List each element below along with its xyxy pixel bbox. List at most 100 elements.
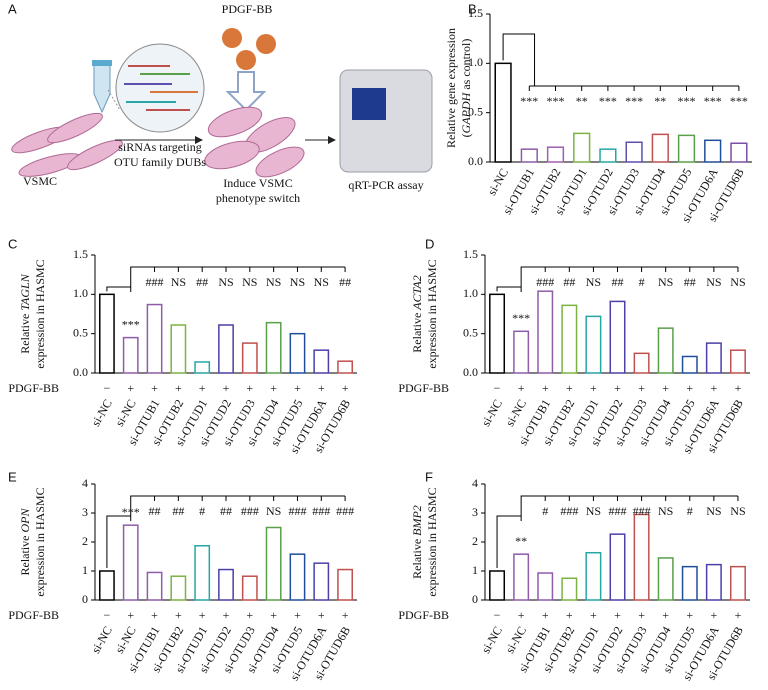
pdgf-particle (256, 34, 276, 54)
vsmc-cells (11, 112, 123, 177)
significance-label: *** (512, 311, 530, 325)
y-axis-label: expression in HASMC (33, 487, 47, 596)
treatment-sign: + (318, 381, 325, 395)
significance-label: ### (146, 275, 164, 289)
x-tick-label: si-NC (479, 397, 505, 429)
bar (537, 572, 554, 601)
significance-label: NS (171, 275, 186, 289)
significance-label: *** (122, 317, 140, 331)
treatment-sign: + (342, 608, 349, 622)
bar (494, 62, 512, 163)
cells-label: VSMC (23, 174, 57, 188)
y-axis-label-part: expression in HASMC (425, 259, 439, 368)
y-tick-label: 1 (82, 563, 88, 577)
stimulus-label: PDGF-BB (222, 2, 273, 16)
treatment-sign: + (686, 608, 693, 622)
y-axis-label-part: Relative (18, 311, 32, 354)
y-tick-label: 0 (472, 592, 478, 606)
panel-a: A PDGF-BB siRNA (8, 1, 433, 205)
switch-label: Induce VSMC (223, 176, 292, 190)
y-tick-label: 1.0 (468, 55, 483, 69)
treatment-sign: + (199, 608, 206, 622)
bar (146, 571, 163, 601)
switch-label: phenotype switch (216, 191, 300, 205)
y-axis-label-part: as control) (459, 39, 473, 93)
significance-label: # (687, 504, 693, 518)
y-axis-label: Relative gene expression (444, 28, 458, 148)
tube (93, 63, 111, 114)
bar (170, 575, 187, 601)
significance-label: NS (266, 504, 281, 518)
bar (561, 304, 578, 374)
treatment-sign: + (735, 608, 742, 622)
bar (729, 565, 746, 601)
significance-label: *** (730, 94, 748, 108)
y-axis-label-part: Relative gene expression (444, 28, 458, 148)
bar (99, 570, 115, 601)
bar (520, 148, 538, 163)
bar (489, 293, 506, 374)
treatment-sign: + (542, 381, 549, 395)
bar (122, 336, 139, 374)
significance-label: ## (149, 504, 161, 518)
sirna-label: siRNAs targeting (118, 140, 201, 154)
pdgf-particle (222, 28, 242, 48)
bar (657, 327, 674, 374)
y-axis-label: Relative ACTA2 (410, 275, 424, 352)
treatment-sign: + (662, 381, 669, 395)
bar (265, 321, 282, 374)
treatment-sign: + (246, 608, 253, 622)
bar (730, 142, 748, 163)
y-tick-label: 4 (82, 476, 88, 490)
bar (546, 146, 565, 163)
significance-label: ** (654, 94, 666, 108)
significance-label: ### (241, 504, 259, 518)
significance-label: NS (266, 275, 281, 289)
y-tick-label: 1.0 (73, 286, 88, 300)
bar (513, 330, 530, 374)
y-tick-label: 1 (472, 563, 478, 577)
significance-label: *** (678, 94, 696, 108)
panel-label: B (468, 1, 477, 16)
treatment-sign: + (175, 608, 182, 622)
significance-label: NS (242, 275, 257, 289)
panel-label: C (8, 236, 17, 251)
bar (561, 577, 578, 601)
y-tick-label: 1.5 (468, 6, 483, 20)
bar (609, 533, 626, 601)
treatment-sign: + (199, 381, 206, 395)
bar (289, 332, 306, 374)
bar (218, 324, 234, 374)
significance-label: ## (563, 275, 575, 289)
pdgf-particle (236, 50, 256, 70)
y-axis-label-part: TAGLN (18, 273, 32, 310)
x-tick-label: si-NC (479, 624, 505, 656)
bar (704, 139, 722, 163)
treatment-label: PDGF-BB (398, 608, 449, 622)
y-tick-label: 1.0 (463, 286, 478, 300)
y-tick-label: 0.0 (463, 365, 478, 379)
treatment-sign: + (735, 381, 742, 395)
y-axis-label-part: expression in HASMC (425, 487, 439, 596)
bar (337, 568, 353, 601)
panel-label: D (425, 236, 434, 251)
bar (194, 361, 211, 374)
bar (633, 513, 650, 601)
bar (585, 315, 602, 374)
y-axis-label-part: GAPDH (459, 91, 473, 133)
y-axis-label: Relative TAGLN (18, 273, 32, 353)
treatment-sign: + (710, 381, 717, 395)
significance-label: NS (706, 275, 721, 289)
arrow-head (328, 136, 336, 144)
bar (265, 526, 282, 601)
significance-label: NS (586, 275, 601, 289)
treatment-sign: + (518, 608, 525, 622)
y-tick-label: 0.5 (468, 104, 483, 118)
y-axis-label-part: ( (459, 133, 473, 137)
bar (241, 342, 258, 374)
treatment-sign: + (127, 608, 134, 622)
y-axis-label-part: Relative (410, 536, 424, 579)
y-tick-label: 4 (472, 476, 478, 490)
y-axis-label-part: expression in HASMC (33, 487, 47, 596)
y-tick-label: 1.5 (73, 247, 88, 261)
